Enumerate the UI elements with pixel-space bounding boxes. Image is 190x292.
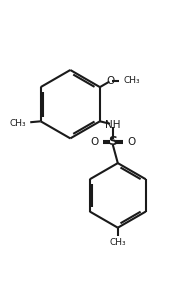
Text: O: O <box>90 137 98 147</box>
Text: S: S <box>108 135 117 148</box>
Text: NH: NH <box>105 120 121 130</box>
Text: O: O <box>106 76 115 86</box>
Text: CH₃: CH₃ <box>10 119 26 128</box>
Text: O: O <box>127 137 135 147</box>
Text: CH₃: CH₃ <box>109 238 126 246</box>
Text: CH₃: CH₃ <box>124 76 140 85</box>
